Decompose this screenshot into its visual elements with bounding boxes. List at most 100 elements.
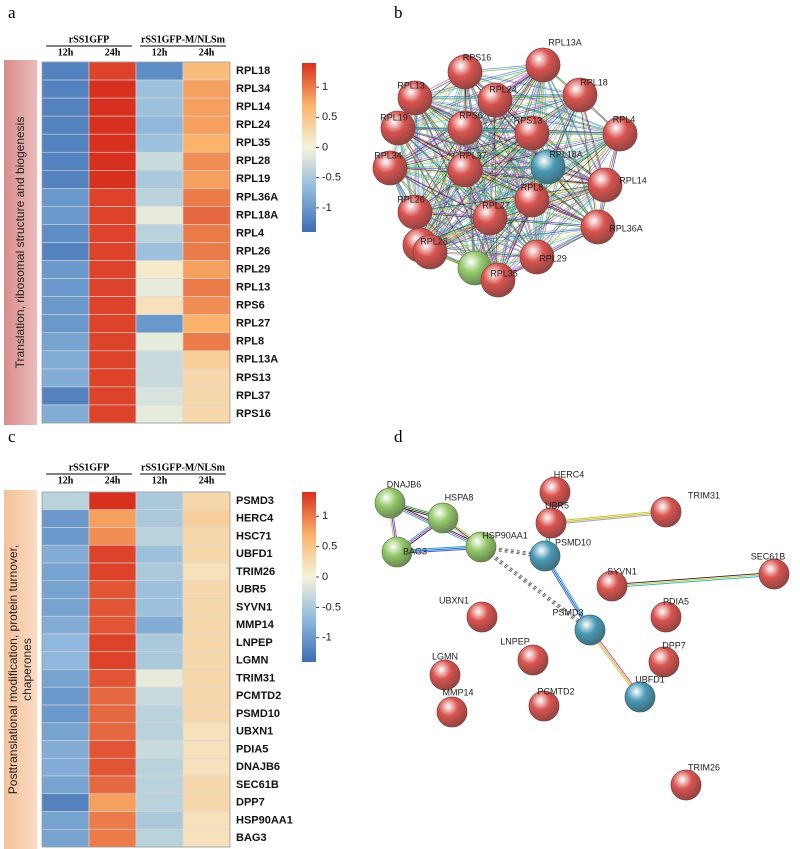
network-node bbox=[529, 540, 561, 572]
node-label: HERC4 bbox=[554, 469, 585, 479]
network-edge bbox=[414, 210, 537, 257]
heatmap-cell bbox=[41, 350, 90, 370]
network-node bbox=[427, 502, 459, 534]
network-node bbox=[517, 644, 549, 676]
heatmap-cell bbox=[182, 151, 231, 171]
row-label: RPL37 bbox=[236, 390, 270, 402]
heatmap-cell bbox=[182, 332, 231, 352]
heatmap-cell bbox=[88, 260, 137, 279]
network-node bbox=[530, 149, 566, 185]
node-label: RPL19 bbox=[380, 112, 408, 122]
network-edge bbox=[481, 545, 592, 630]
row-label: RPL28 bbox=[236, 155, 270, 167]
node-label: RPL24 bbox=[489, 84, 517, 94]
row-label: HERC4 bbox=[236, 513, 274, 525]
network-edge bbox=[498, 134, 622, 282]
heatmap-cell bbox=[135, 296, 184, 315]
colorbar-tick-label: -0.5 bbox=[322, 601, 341, 613]
colorbar bbox=[302, 492, 316, 662]
network-edge bbox=[414, 165, 548, 212]
row-label: RPL13 bbox=[236, 282, 270, 294]
heatmap-cell bbox=[182, 615, 231, 635]
network-edge bbox=[465, 72, 581, 97]
heatmap-cell bbox=[135, 651, 184, 670]
heatmap-cell bbox=[135, 615, 184, 635]
row-label: RPL34 bbox=[236, 83, 271, 95]
column-label: 12h bbox=[58, 475, 74, 486]
heatmap-cell bbox=[88, 151, 137, 171]
heatmap-cell bbox=[182, 651, 231, 670]
network-edge bbox=[415, 185, 606, 214]
row-label: RPL4 bbox=[236, 227, 265, 239]
network-node bbox=[758, 558, 790, 590]
heatmap-cell bbox=[41, 775, 90, 795]
network-edge bbox=[464, 70, 580, 95]
network-edge bbox=[550, 511, 667, 524]
node-label: RPS6 bbox=[459, 110, 483, 120]
heatmap-cell bbox=[88, 386, 137, 406]
heatmap-cell bbox=[41, 704, 90, 724]
colorbar-tick-label: 1 bbox=[322, 81, 328, 93]
node-label: SYVN1 bbox=[607, 566, 637, 576]
network-edge bbox=[551, 513, 667, 525]
network-node bbox=[380, 110, 416, 146]
network-edge bbox=[543, 65, 607, 186]
heatmap-cell bbox=[135, 509, 184, 528]
heatmap-cell bbox=[88, 598, 137, 617]
node-label: RPL29 bbox=[539, 253, 567, 263]
network-node bbox=[596, 570, 628, 602]
heatmap-cell bbox=[41, 260, 90, 279]
network-edge bbox=[494, 98, 620, 134]
heatmap-cell bbox=[182, 527, 231, 546]
row-label: PDIA5 bbox=[236, 743, 268, 755]
network-edge bbox=[464, 70, 620, 134]
node-label: DPP7 bbox=[662, 640, 686, 650]
node-label: RPL14 bbox=[619, 175, 647, 185]
row-label: LGMN bbox=[236, 655, 268, 667]
heatmap-cell bbox=[88, 491, 137, 511]
heatmap-cell bbox=[41, 314, 90, 334]
heatmap-cell bbox=[135, 704, 184, 724]
heatmap-cell bbox=[41, 61, 90, 81]
heatmap-cell bbox=[135, 544, 184, 564]
heatmap-cell bbox=[135, 811, 184, 830]
heatmap-cell bbox=[88, 509, 137, 528]
row-label: LNPEP bbox=[236, 637, 273, 649]
heatmap-cell bbox=[88, 704, 137, 724]
heatmap-cell bbox=[182, 775, 231, 795]
row-label: RPL35 bbox=[236, 137, 270, 149]
heatmap-cell bbox=[182, 704, 231, 724]
network-edge bbox=[578, 94, 598, 227]
heatmap-cell bbox=[182, 188, 231, 207]
heatmap-cell bbox=[88, 224, 137, 243]
node-label: PDIA5 bbox=[663, 596, 689, 606]
heatmap-cell bbox=[88, 368, 137, 388]
node-label: RPL28 bbox=[420, 236, 448, 246]
network-node bbox=[602, 116, 638, 152]
column-label: 12h bbox=[152, 475, 168, 486]
network-edge bbox=[390, 133, 533, 170]
network-edge bbox=[530, 131, 598, 227]
network-node bbox=[372, 150, 408, 186]
panel-label: d bbox=[394, 427, 403, 446]
network-edge bbox=[415, 167, 549, 214]
network-edge bbox=[398, 128, 621, 136]
node-label: DNAJB6 bbox=[387, 479, 422, 489]
node-label: RPL18A bbox=[549, 149, 583, 159]
network-edge bbox=[414, 198, 532, 212]
network-edge bbox=[389, 166, 490, 218]
network-edge bbox=[420, 185, 606, 247]
column-label: 24h bbox=[199, 475, 215, 486]
heatmap-cell bbox=[182, 386, 231, 406]
group-label: rSS1GFP bbox=[69, 34, 110, 45]
network-edge bbox=[479, 547, 590, 632]
heatmap-cell bbox=[41, 544, 90, 564]
heatmap-cell bbox=[41, 491, 90, 511]
heatmap-cell bbox=[182, 61, 231, 81]
heatmap-cell bbox=[41, 368, 90, 388]
heatmap-cell bbox=[41, 115, 90, 135]
network-edge bbox=[429, 225, 598, 252]
network-node bbox=[429, 659, 461, 691]
row-label: RPS13 bbox=[236, 372, 271, 384]
colorbar-tick-label: 1 bbox=[322, 510, 328, 522]
